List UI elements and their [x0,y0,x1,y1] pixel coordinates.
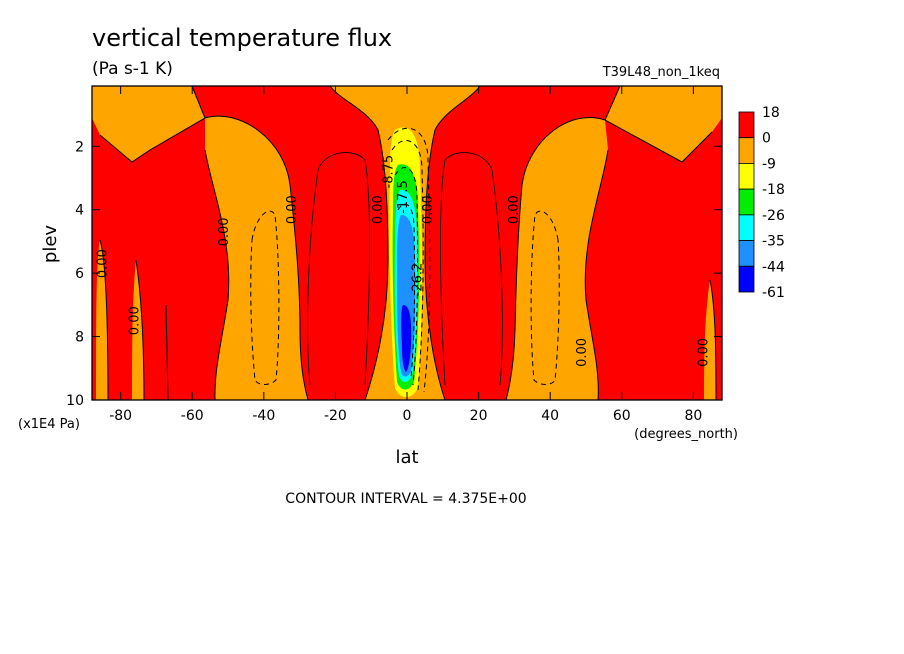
colorbar-swatch [738,265,755,293]
x-tick-label: -80 [109,408,132,424]
colorbar-swatch [738,137,755,164]
colorbar-level-label: 0 [762,131,771,147]
zero-contour-8 [604,86,713,163]
flux-field [92,86,722,400]
colorbar-level-label: -44 [762,259,785,275]
chart-title: vertical temperature flux [92,24,392,52]
x-tick-label: 60 [613,408,631,424]
zero-contour-5 [329,86,389,400]
x-tick-label: 20 [470,408,488,424]
zero-contour-6 [424,86,481,400]
y-tick-label: 6 [75,266,84,282]
negative-band-south [205,116,308,400]
contour-label: 0.00 [697,338,712,367]
x-tick-label: -60 [181,408,204,424]
x-tick-label: 80 [684,408,702,424]
neg-contour-core-4 [397,203,416,379]
positive-contour-south [307,152,370,386]
y-tick-label: 4 [75,203,84,219]
y-axis: 2 4 6 8 10 [66,139,722,409]
x-axis: -80 -60 -40 -20 0 20 40 60 80 [109,86,702,424]
x-tick-label: 40 [541,408,559,424]
zero-contour-2 [204,149,230,400]
colorbar-swatch [738,214,755,241]
zero-contour-3 [505,117,606,400]
run-label: T39L48_non_1keq [602,65,720,80]
chart-subtitle: (Pa s-1 K) [92,59,173,79]
colorbar-swatch [738,163,755,190]
zero-contour-4 [584,149,609,400]
positive-contour-north [440,152,503,386]
y-axis-title: plev [40,225,61,264]
zero-contour-10 [135,259,145,400]
contour-interval-note: CONTOUR INTERVAL = 4.375E+00 [285,491,526,507]
zero-contour-9 [99,239,109,400]
contour-labels: 0.00 0.00 0.00 0.00 0.00 -8.75-17.5 0.00 -26.2 0… [95,155,711,367]
negative-sliver-2 [132,260,144,400]
neg-contour-core-2 [391,140,424,391]
x-tick-label: 0 [403,408,412,424]
negative-region-nw [92,86,205,162]
colorbar-level-label: -9 [762,156,776,172]
colorbar: 18 0 -9 -18 -26 -35 -44 -61 [738,105,785,301]
contour-label: 0.00 [575,338,590,367]
y-tick-label: 8 [75,330,84,346]
zero-contour-7 [99,86,206,163]
contour-label: 0.00 [421,195,436,224]
contour-label: 0.00 [285,195,300,224]
contour-label: -26.2 [410,263,425,297]
negative-sliver-3 [704,280,716,400]
contour-label: -17.5 [396,180,411,214]
x-tick-label: -40 [252,408,275,424]
colorbar-swatch [738,240,755,267]
colorbar-level-label: -35 [762,234,785,250]
x-axis-title: lat [395,447,418,468]
zero-contour-12 [165,304,169,400]
colorbar-swatch [738,111,755,139]
y-tick-label: 2 [75,139,84,155]
colorbar-level-label: 18 [762,105,780,121]
contour-label: 0.00 [507,195,522,224]
x-tick-label: -20 [324,408,347,424]
colorbar-level-label: -26 [762,208,785,224]
contour-label: 0.00 [371,195,386,224]
x-units: (degrees_north) [634,427,738,442]
contour-label: 0.00 [95,249,110,278]
negative-region-ne [605,86,722,162]
colorbar-swatch [738,188,755,216]
neg-contour-north [530,210,560,385]
contour-label: 0.00 [128,306,143,335]
colorbar-level-label: -18 [762,182,785,198]
zero-contour-1 [204,115,309,400]
neg-contour-core-3 [394,167,419,386]
colorbar-level-label: -61 [762,285,785,301]
core-darkblue [401,304,412,372]
y-units: (x1E4 Pa) [18,417,80,432]
contour-label: -8.75 [382,155,397,189]
y-tick-label: 10 [66,393,84,409]
neg-contour-south [250,210,280,385]
contour-label: 0.00 [217,217,232,246]
